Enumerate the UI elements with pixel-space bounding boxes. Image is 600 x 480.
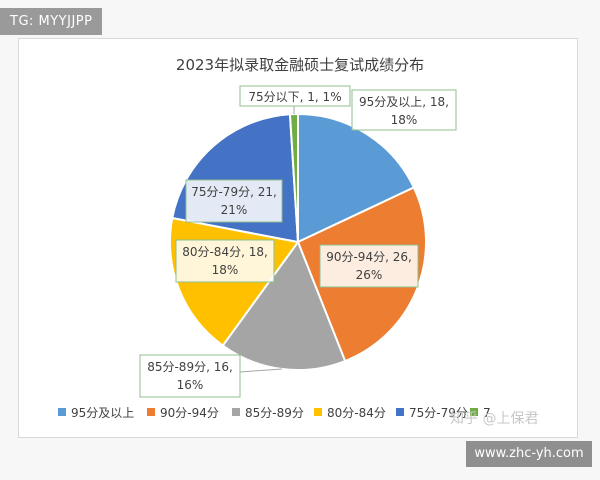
zhihu-watermark: 知乎 @上保君 <box>450 411 539 427</box>
leader-lines <box>239 105 295 373</box>
data-label-box-2 <box>139 354 241 398</box>
legend-swatch-0 <box>58 408 66 416</box>
pie-slice-0 <box>297 112 416 244</box>
legend-entry-4: 75分-79分 <box>396 406 468 420</box>
top-watermark: TG: MYYJJPP <box>0 8 103 35</box>
data-label-box-1 <box>319 244 419 288</box>
data-label-0: 95分及以上, 18, 18% <box>351 89 457 131</box>
data-label-box-0 <box>351 89 457 131</box>
legend-entry-0: 95分及以上 <box>58 406 134 420</box>
data-label-5: 75分以下, 1, 1% <box>239 85 351 107</box>
legend-label-0: 95分及以上 <box>71 406 134 420</box>
legend-label-4: 75分-79分 <box>409 406 468 420</box>
chart-title: 2023年拟录取金融硕士复试成绩分布 <box>176 56 424 74</box>
legend-label-5: 7 <box>483 406 491 420</box>
legend-swatch-4 <box>396 408 404 416</box>
legend-label-2: 85分-89分 <box>245 406 304 420</box>
data-label-text-1: 90分-94分, 26, <box>326 250 412 264</box>
data-label-box-5 <box>239 85 351 107</box>
legend-label-3: 80分-84分 <box>327 406 386 420</box>
legend-entry-1: 90分-94分 <box>147 406 219 420</box>
data-label-3: 80分-84分, 18, 18% <box>175 239 275 283</box>
legend-entry-2: 85分-89分 <box>232 406 304 420</box>
data-label-1: 90分-94分, 26, 26% <box>319 244 419 288</box>
legend-swatch-3 <box>314 408 322 416</box>
legend-swatch-5 <box>470 408 478 416</box>
legend: 95分及以上 90分-94分 85分-89分 80分-84分 75分-79分 7 <box>58 406 491 420</box>
data-label-pct-0: 18% <box>391 113 418 127</box>
legend-label-1: 90分-94分 <box>160 406 219 420</box>
bottom-watermark: www.zhc-yh.com <box>466 441 592 467</box>
data-label-text-0: 95分及以上, 18, <box>359 95 449 109</box>
legend-swatch-2 <box>232 408 240 416</box>
data-labels: 95分及以上, 18, 18% 90分-94分, 26, 26% 85分-89分, 16… <box>139 85 457 398</box>
data-label-pct-1: 26% <box>356 268 383 282</box>
pie-slice-5 <box>288 112 299 243</box>
legend-swatch-1 <box>147 408 155 416</box>
data-label-text-2: 85分-89分, 16, <box>147 360 233 374</box>
data-label-pct-2: 16% <box>177 378 204 392</box>
legend-entry-3: 80分-84分 <box>314 406 386 420</box>
data-label-pct-4: 21% <box>221 203 248 217</box>
data-label-box-4 <box>185 179 283 223</box>
data-label-text-5: 75分以下, 1, 1% <box>248 90 341 104</box>
data-label-text-4: 75分-79分, 21, <box>191 185 277 199</box>
leader-line-2 <box>239 368 282 373</box>
data-label-pct-3: 18% <box>212 263 239 277</box>
data-label-4: 75分-79分, 21, 21% <box>185 179 283 223</box>
data-label-2: 85分-89分, 16, 16% <box>139 354 241 398</box>
legend-entry-5: 7 <box>470 406 491 420</box>
data-label-box-3 <box>175 239 275 283</box>
data-label-text-3: 80分-84分, 18, <box>182 245 268 259</box>
